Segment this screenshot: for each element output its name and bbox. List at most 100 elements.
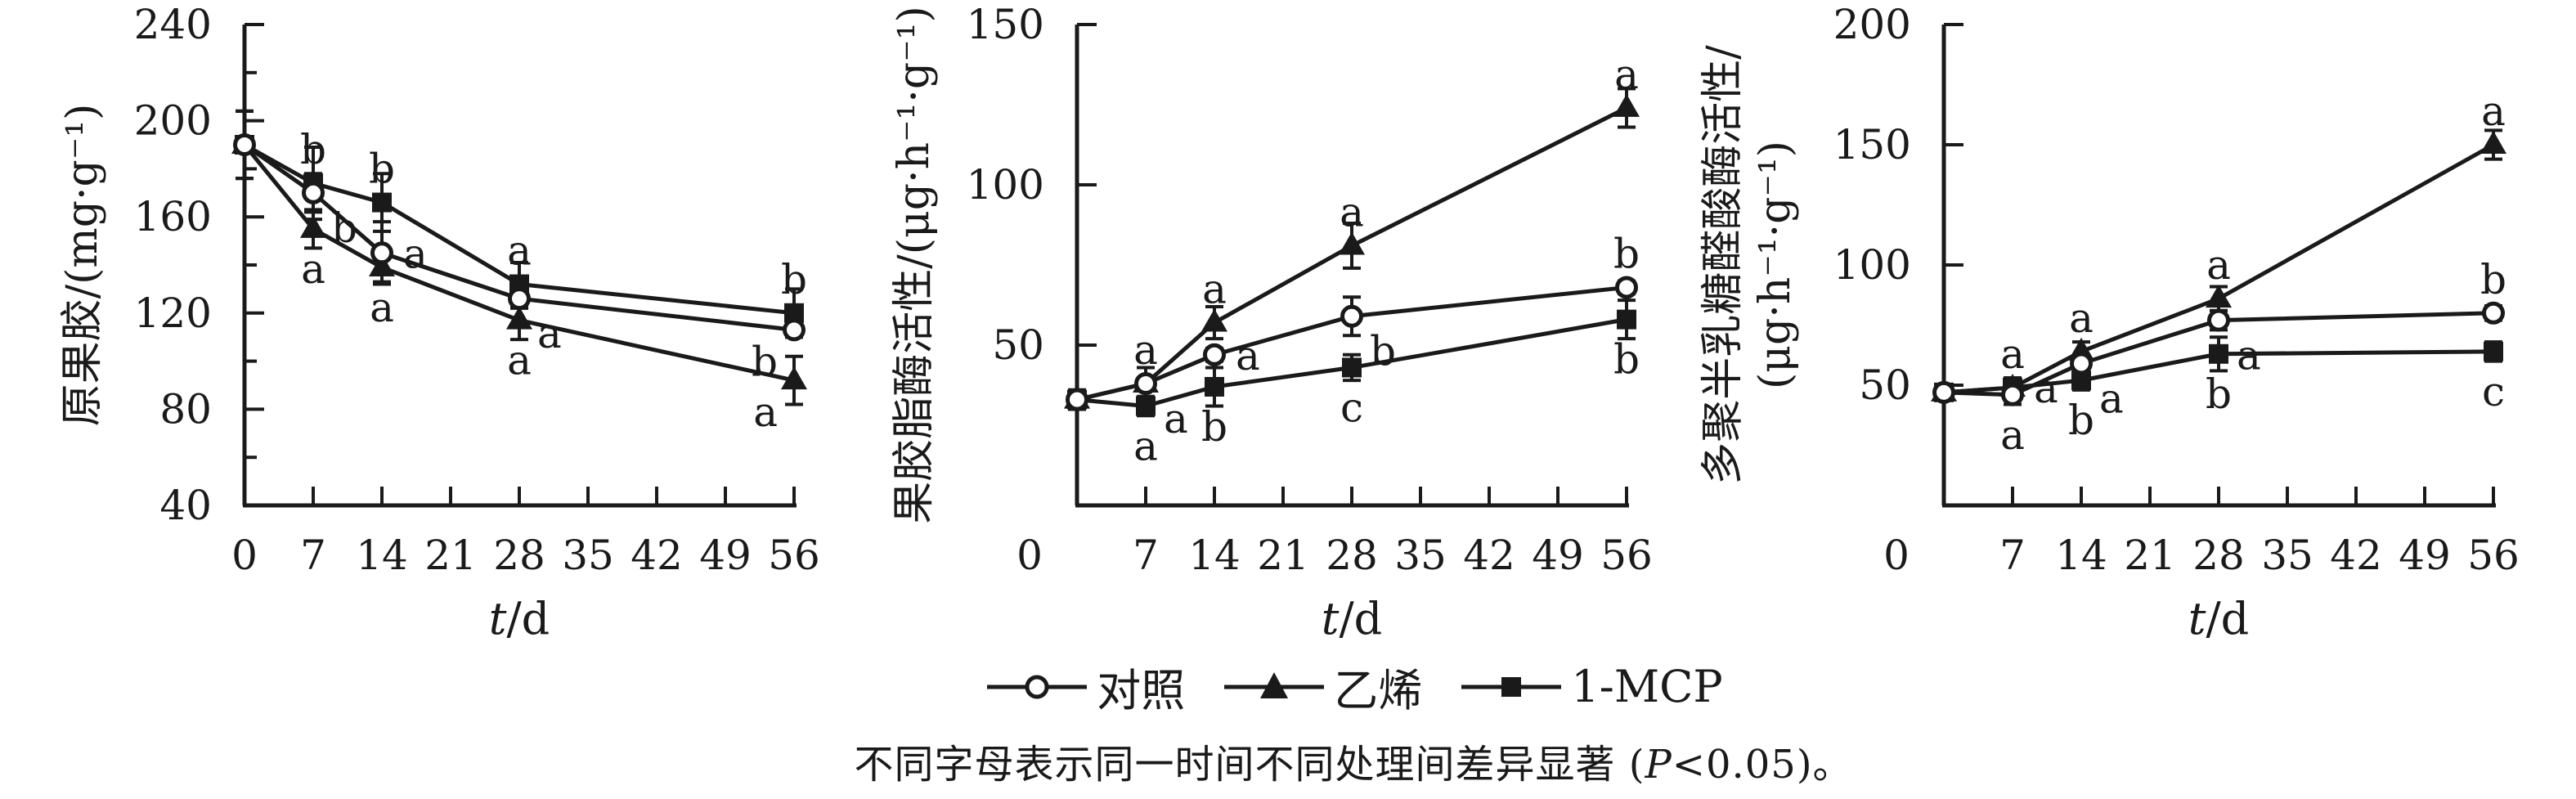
sig-letter: b	[752, 338, 778, 385]
sig-letter: a	[2237, 332, 2261, 379]
x-tick-label: 0	[1016, 532, 1043, 579]
x-tick-label: 21	[2124, 532, 2176, 579]
legend-item-1mcp: 1-MCP	[1458, 661, 1723, 712]
marker-square	[2209, 343, 2228, 364]
y-tick-label: 100	[967, 161, 1044, 209]
x-tick-label: 42	[1463, 532, 1515, 579]
marker-triangle	[781, 366, 807, 390]
y-tick-label: 100	[1833, 241, 1911, 289]
figure-caption: 不同字母表示同一时间不同处理间差异显著 (P<0.05)。	[65, 732, 2576, 789]
marker-triangle	[300, 214, 326, 238]
sig-letter: b	[1370, 328, 1396, 375]
sig-letter: a	[2000, 330, 2025, 378]
marker-triangle	[1339, 231, 1365, 255]
sig-letter: b	[2068, 397, 2094, 444]
x-tick-label: 42	[2330, 532, 2382, 579]
marker-circle-open	[508, 287, 531, 311]
x-tick-label: 0	[1883, 532, 1910, 579]
square-filled-marker-icon	[1461, 676, 1562, 697]
sig-letter: a	[1340, 188, 1364, 236]
x-tick-label: 35	[1394, 532, 1447, 579]
sig-letter: a	[507, 227, 532, 275]
x-tick-label: 42	[631, 532, 683, 579]
x-axis-label: t/d	[1322, 593, 1382, 644]
legend: 对照 乙烯 1-MCP	[65, 654, 2576, 719]
sig-letter: a	[403, 230, 428, 277]
x-tick-label: 21	[424, 532, 477, 579]
y-axis-label: 果胶脂酶活性/(μg·h⁻¹·g⁻¹)	[890, 6, 939, 524]
x-tick-label: 7	[1133, 532, 1159, 579]
sig-letter: a	[2481, 88, 2506, 135]
sig-letter: a	[753, 388, 778, 436]
marker-square	[1136, 396, 1156, 416]
marker-triangle	[2206, 285, 2232, 308]
y-axis-label: (μg·h⁻¹·g⁻¹)	[1751, 141, 1800, 389]
sig-letter: b	[2480, 256, 2506, 303]
sig-letter: b	[2206, 370, 2232, 418]
marker-circle-open	[2001, 383, 2024, 406]
sig-letter: a	[1133, 326, 1158, 374]
x-tick-label: 35	[562, 532, 614, 579]
x-tick-label: 14	[356, 532, 408, 579]
sig-letter: b	[331, 204, 357, 252]
x-tick-label: 49	[2399, 532, 2451, 579]
x-tick-label: 49	[699, 532, 752, 579]
x-tick-label: 7	[300, 532, 326, 579]
legend-item-control: 对照	[984, 654, 1185, 719]
sig-letter: a	[1202, 266, 1227, 313]
marker-triangle	[369, 253, 395, 276]
sig-letter: c	[1340, 384, 1363, 431]
y-tick-label: 120	[134, 290, 212, 337]
triangle-filled-marker-icon	[1224, 671, 1325, 698]
x-tick-label: 14	[2055, 532, 2107, 579]
y-tick-label: 50	[992, 321, 1044, 369]
chart-pectinesterase: 50 100 150 0 7 14 21 28 35 42 49 56 t/d 果胶脂酶活性/(μg·h⁻…	[890, 1, 1653, 644]
x-axis-label: t/d	[2188, 593, 2249, 644]
sig-letter: b	[1613, 230, 1640, 277]
marker-square	[2484, 341, 2503, 361]
caption-text-suffix: <0.05)。	[1672, 742, 1853, 788]
sig-letter: a	[1236, 332, 1260, 379]
sig-letter: a	[2069, 294, 2094, 342]
marker-circle-open	[1615, 276, 1638, 299]
chart-panel-pectinesterase: 50 100 150 0 7 14 21 28 35 42 49 56 t/d 果胶脂酶活性/(μg·h⁻…	[859, 0, 1717, 646]
sig-letter: c	[2482, 368, 2505, 415]
marker-triangle	[1613, 93, 1640, 117]
marker-circle-open	[1203, 343, 1226, 366]
caption-text-prefix: 不同字母表示同一时间不同处理间差异显著 (	[854, 742, 1645, 788]
x-tick-label: 0	[231, 532, 258, 579]
marker-circle-open	[1066, 388, 1088, 411]
x-tick-label: 56	[2467, 532, 2520, 579]
marker-circle-open	[2482, 301, 2505, 325]
sig-letter: b	[369, 146, 395, 193]
legend-label-control: 对照	[1097, 665, 1186, 716]
chart-polygalacturonase: 50 100 150 200 0 7 14 21 28 35 42 49 56 t/d 多聚半乳糖醛酸酶活性…	[1699, 1, 2520, 644]
x-tick-label: 35	[2261, 532, 2313, 579]
marker-triangle	[1201, 308, 1227, 332]
chart-protopectin: 40 80 120 160 200 240 0 7 14 21 28 35 42 49 56 t/d 原果胶/(…	[58, 1, 820, 644]
sig-letter: b	[300, 126, 326, 173]
sig-letter: a	[507, 337, 532, 384]
marker-circle-open	[302, 181, 325, 204]
y-axis-label: 原果胶/(mg·g⁻¹)	[58, 104, 107, 427]
marker-square	[372, 192, 392, 213]
sig-letter: a	[1164, 395, 1188, 442]
marker-circle-open	[370, 241, 393, 265]
legend-label-1mcp: 1-MCP	[1571, 661, 1723, 712]
sig-letter: a	[2034, 365, 2058, 412]
marker-square	[1617, 309, 1636, 330]
sig-letter: a	[1133, 422, 1158, 469]
x-tick-label: 14	[1188, 532, 1241, 579]
sig-letter: a	[2206, 241, 2231, 289]
marker-circle-open	[1340, 304, 1363, 328]
x-tick-label: 28	[493, 532, 545, 579]
sig-letter: b	[1201, 403, 1227, 451]
sig-letter: b	[781, 256, 807, 303]
marker-circle-open	[1134, 372, 1157, 396]
sig-letter: a	[1614, 51, 1639, 98]
marker-circle-open	[233, 133, 256, 156]
y-tick-label: 80	[159, 385, 212, 433]
marker-square	[1205, 376, 1224, 397]
y-tick-label: 150	[1833, 121, 1911, 168]
circle-open-marker-icon	[987, 675, 1088, 698]
